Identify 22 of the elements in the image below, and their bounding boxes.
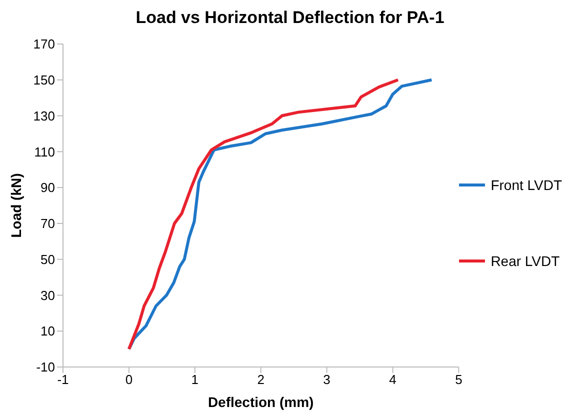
x-tick-label: 5 bbox=[455, 372, 462, 388]
x-tick-label: 4 bbox=[389, 372, 396, 388]
x-tick-label: -1 bbox=[57, 372, 69, 388]
y-tick-label: 10 bbox=[40, 324, 55, 339]
y-tick-label: 70 bbox=[40, 216, 55, 232]
legend-label: Front LVDT bbox=[490, 177, 562, 193]
y-tick-label: 30 bbox=[40, 288, 55, 303]
x-tick-label: 3 bbox=[323, 372, 330, 388]
x-tick-label: 1 bbox=[191, 372, 199, 388]
chart-title: Load vs Horizontal Deflection for PA-1 bbox=[134, 8, 446, 29]
y-tick-label: 170 bbox=[33, 36, 55, 52]
y-tick-label: 110 bbox=[34, 144, 55, 160]
y-tick-label: 50 bbox=[40, 252, 55, 267]
x-tick-label: 2 bbox=[257, 372, 264, 388]
legend-label: Rear LVDT bbox=[490, 253, 560, 269]
y-axis-title: Load (kN) bbox=[8, 173, 24, 238]
y-tick-label: 150 bbox=[33, 72, 55, 88]
y-tick-label: 90 bbox=[40, 180, 55, 196]
x-tick-label: 0 bbox=[125, 372, 133, 388]
y-tick-label: 130 bbox=[33, 108, 55, 124]
x-axis-title: Deflection (mm) bbox=[208, 394, 314, 410]
y-tick-label: -10 bbox=[36, 360, 55, 375]
